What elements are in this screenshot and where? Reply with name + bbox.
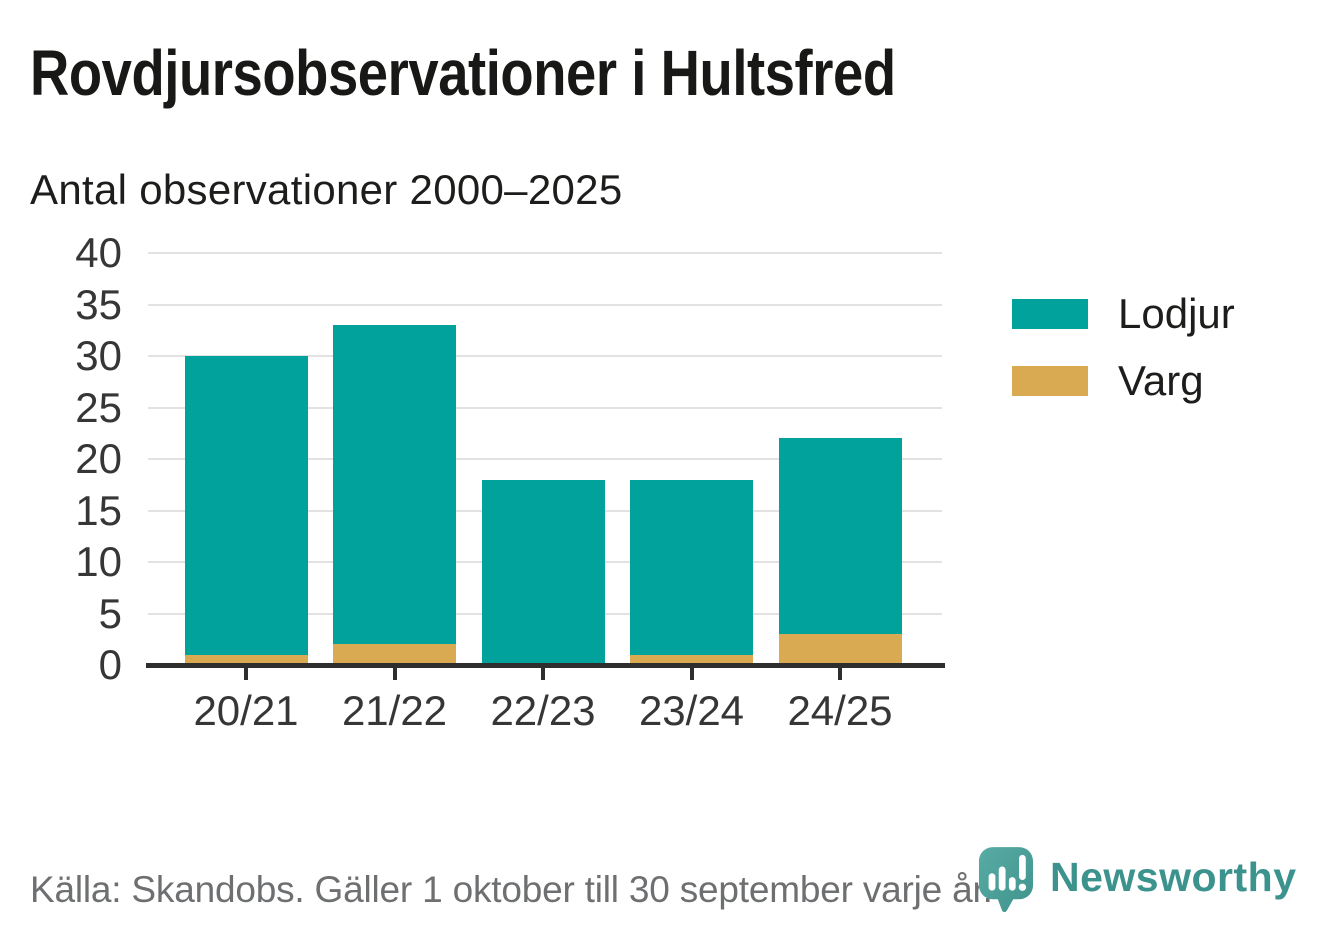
- logo-bar-3: [1008, 877, 1016, 891]
- y-axis-label-5: 5: [98, 589, 122, 637]
- logo-exclamation-dot: [1018, 883, 1027, 891]
- x-axis-tick-20-21: [244, 668, 248, 680]
- bar-segment-lodjur-21-22: [333, 325, 456, 645]
- x-axis-label-23-24: 23/24: [638, 687, 745, 734]
- bar-segment-varg-20-21: [184, 654, 308, 665]
- y-axis-label-15: 15: [75, 486, 122, 534]
- legend-item-lodjur: Lodjur: [1012, 293, 1235, 335]
- chart-title: Rovdjursobservationer i Hultsfred: [30, 37, 896, 109]
- bar-segment-varg-21-22: [333, 644, 456, 665]
- bar-segment-lodjur-23-24: [630, 479, 753, 655]
- legend: Lodjur Varg: [1012, 293, 1235, 402]
- y-axis-label-25: 25: [75, 383, 122, 431]
- bar-segment-varg-24-25: [778, 634, 902, 665]
- bar-segment-lodjur-20-21: [184, 356, 308, 655]
- newsworthy-logo-icon: [978, 847, 1034, 913]
- gridline-30: [148, 355, 942, 357]
- source-note: Källa: Skandobs. Gäller 1 oktober till 3…: [30, 869, 993, 910]
- legend-label-varg: Varg: [1118, 357, 1204, 404]
- plot-area: [148, 252, 942, 665]
- chart-subtitle: Antal observationer 2000–2025: [30, 166, 623, 213]
- x-axis-label-21-22: 21/22: [341, 687, 448, 734]
- x-axis-tick-22-23: [541, 668, 545, 680]
- bar-segment-lodjur-24-25: [778, 438, 902, 635]
- logo-bar-1: [988, 873, 996, 891]
- newsworthy-logo-text: Newsworthy: [1050, 854, 1297, 900]
- x-axis-label-22-23: 22/23: [490, 687, 596, 734]
- y-axis-label-40: 40: [75, 229, 122, 276]
- gridline-40: [148, 252, 942, 254]
- gridline-35: [148, 303, 942, 306]
- legend-swatch-varg: [1012, 366, 1088, 396]
- y-axis-label-20: 20: [75, 435, 122, 482]
- y-axis-label-0: 0: [98, 641, 122, 688]
- legend-item-varg: Varg: [1012, 360, 1235, 402]
- x-axis-tick-24-25: [838, 668, 842, 680]
- legend-swatch-lodjur: [1012, 299, 1088, 329]
- x-axis-label-20-21: 20/21: [193, 687, 299, 734]
- x-axis-label-24-25: 24/25: [787, 687, 893, 734]
- y-axis-label-10: 10: [75, 538, 122, 585]
- legend-label-lodjur: Lodjur: [1118, 290, 1235, 337]
- gridline-25: [148, 406, 942, 409]
- bar-segment-varg-23-24: [630, 654, 753, 665]
- y-axis-label-35: 35: [75, 280, 122, 328]
- gridline-20: [148, 458, 942, 460]
- newsworthy-logo: Newsworthy: [978, 846, 1297, 914]
- x-axis-tick-21-22: [392, 668, 397, 680]
- logo-exclamation-bar: [1019, 854, 1026, 880]
- x-axis-line: [146, 663, 945, 668]
- logo-bar-2: [998, 866, 1006, 891]
- x-axis-tick-23-24: [689, 668, 694, 680]
- y-axis-label-30: 30: [75, 332, 122, 379]
- bar-segment-lodjur-22-23: [481, 479, 605, 665]
